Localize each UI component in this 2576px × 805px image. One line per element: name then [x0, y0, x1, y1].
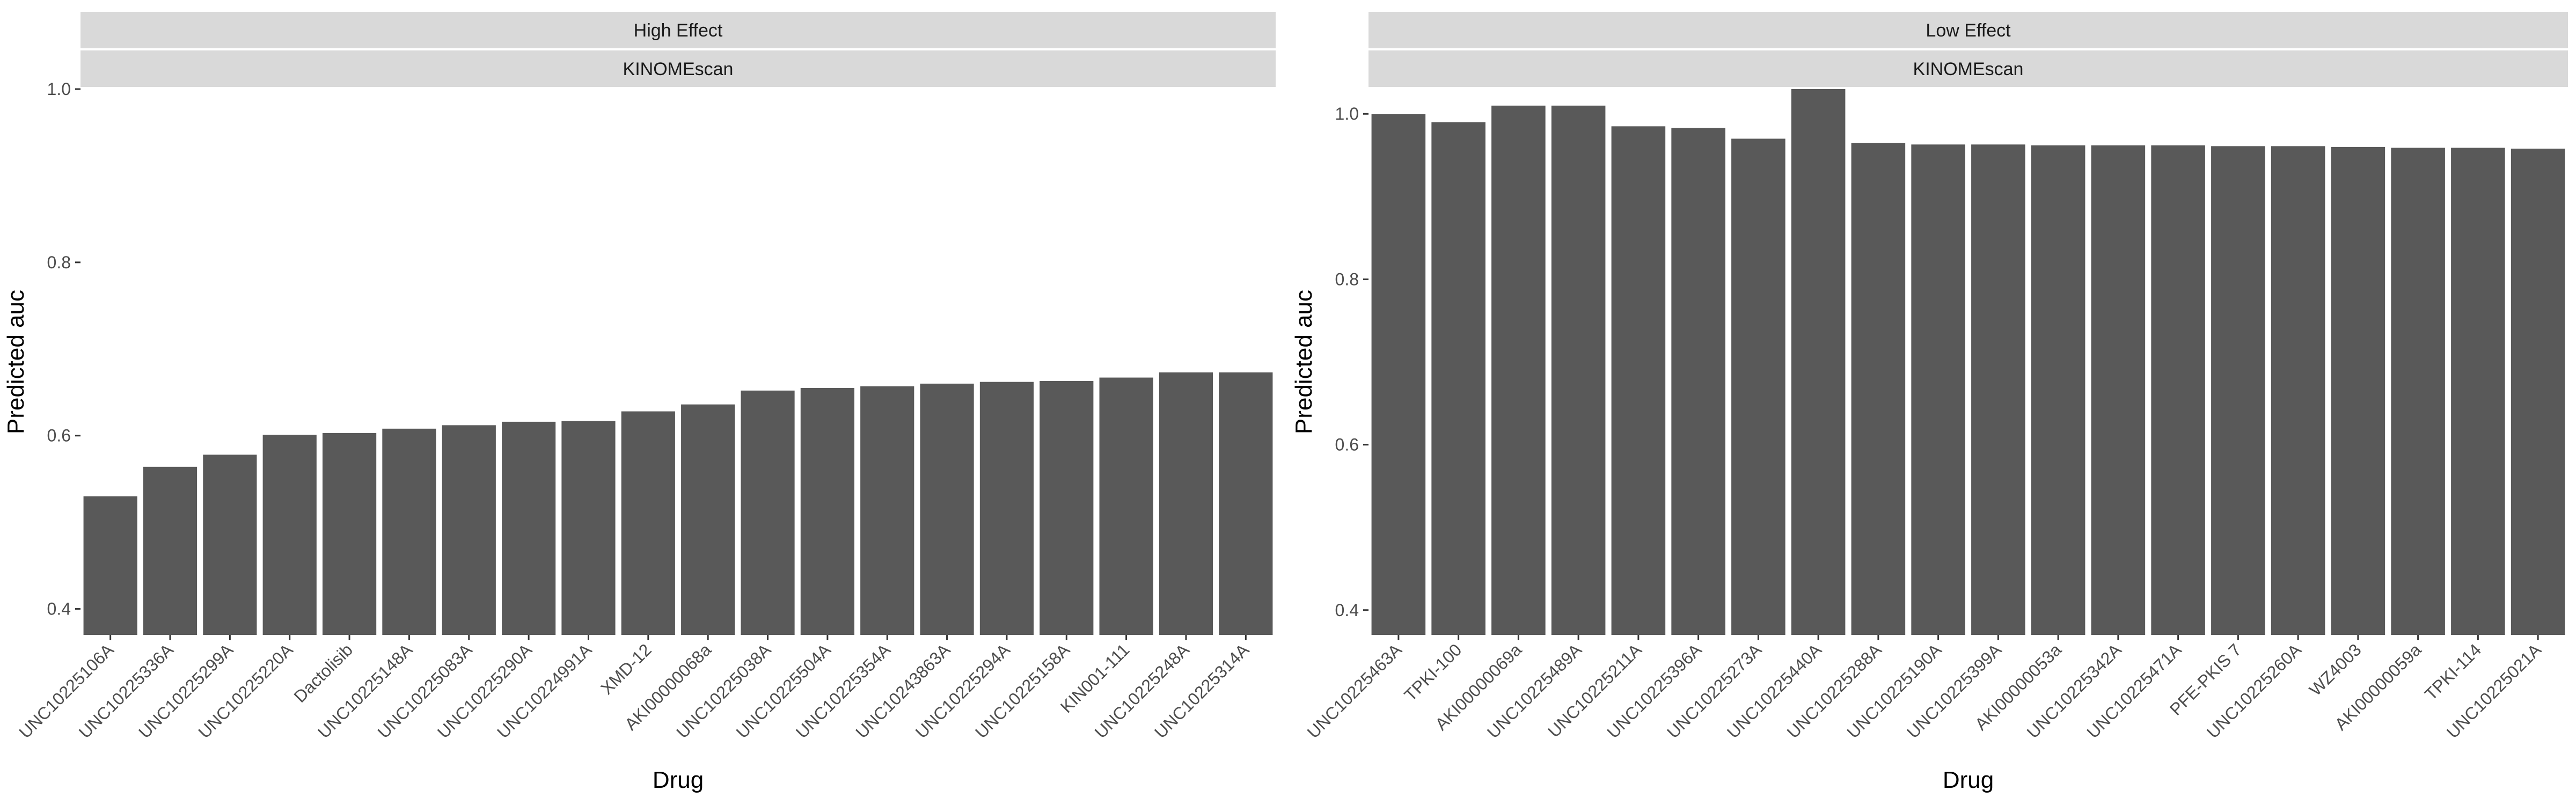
bar — [2511, 148, 2565, 635]
bar — [621, 411, 675, 635]
x-tick-label: TPKI-100 — [1401, 640, 1466, 705]
bar — [741, 390, 795, 635]
bar — [860, 386, 914, 635]
x-tick-label: TPKI-114 — [2421, 640, 2485, 704]
y-axis-title: Predicted auc — [3, 290, 29, 434]
bar — [2331, 147, 2385, 635]
bar — [2151, 145, 2205, 635]
bar — [322, 433, 377, 635]
bar — [1911, 144, 1965, 635]
bar — [1040, 381, 1094, 635]
bar — [1431, 122, 1485, 635]
bar — [1219, 372, 1273, 635]
bar — [1099, 377, 1153, 635]
facet-strip-2 — [1368, 50, 2568, 87]
y-tick-label: 0.4 — [1335, 601, 1359, 620]
bar — [83, 496, 137, 635]
facet-strip-2 — [80, 50, 1276, 87]
x-tick-label: WZ4003 — [2306, 640, 2365, 699]
facet-label: Low Effect — [1926, 20, 2011, 41]
bar — [800, 387, 854, 635]
y-tick-label: 0.8 — [1335, 269, 1359, 289]
bar — [1971, 144, 2025, 635]
bar — [442, 425, 496, 635]
y-axis-title: Predicted auc — [1291, 290, 1317, 434]
bar — [1159, 372, 1213, 635]
bar — [1791, 89, 1846, 635]
chart-panel-2: Low Effect KINOMEscan 0.4 0.6 0.8 1.0 UNC10225… — [1291, 12, 2568, 793]
chart-panel-1: High EffectKINOMEscan0.40.60.81.0UNC1022… — [3, 12, 1276, 793]
y-tick-label: 0.4 — [47, 599, 71, 619]
facet-label: KINOMEscan — [1913, 59, 2024, 79]
bar — [2391, 148, 2445, 635]
x-axis-title: Drug — [1943, 767, 1994, 793]
bar — [2211, 146, 2265, 635]
bar — [920, 383, 974, 635]
bar — [1551, 105, 1606, 635]
bar — [681, 404, 735, 635]
bar — [1731, 138, 1785, 635]
bar — [2451, 148, 2505, 635]
bar — [1371, 114, 1426, 635]
y-tick-label: 1.0 — [1335, 104, 1359, 123]
bar — [1851, 143, 1906, 635]
y-tick-label: 0.6 — [1335, 435, 1359, 455]
facet-label: High Effect — [634, 20, 723, 41]
bar — [143, 466, 197, 635]
x-tick-label: UNC10225463A — [1304, 640, 1406, 742]
facet-label: KINOMEscan — [623, 59, 734, 79]
y-tick-label: 0.6 — [47, 426, 71, 445]
bar — [979, 382, 1034, 635]
facet-strip-1 — [80, 12, 1276, 48]
x-axis-title: Drug — [653, 767, 704, 793]
bar — [1491, 105, 1546, 635]
y-tick-label: 0.8 — [47, 253, 71, 272]
bar — [1611, 126, 1666, 635]
bar — [203, 455, 257, 635]
facet-strip-1 — [1368, 12, 2568, 48]
x-tick-label: XMD-12 — [597, 640, 655, 698]
bar — [2031, 145, 2085, 635]
bar — [382, 428, 436, 635]
bar — [2271, 146, 2325, 635]
bar — [561, 421, 616, 635]
bar — [262, 435, 317, 635]
bar — [502, 421, 556, 635]
bar — [2091, 145, 2146, 635]
bar — [1671, 128, 1725, 635]
y-tick-label: 1.0 — [47, 79, 71, 99]
